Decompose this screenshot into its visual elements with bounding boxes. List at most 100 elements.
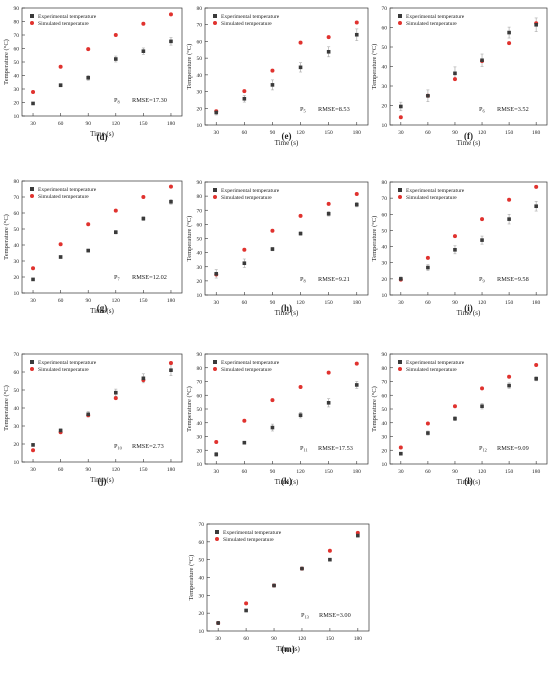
y-tick-label: 60 — [14, 47, 20, 53]
simulated-point — [507, 41, 512, 46]
simulated-point — [534, 363, 539, 367]
experimental-point — [356, 533, 360, 538]
panel-caption: (d) — [97, 132, 108, 142]
x-axis-label: Time (s) — [90, 476, 114, 484]
x-tick-label: 180 — [353, 300, 362, 306]
y-tick-label: 20 — [382, 277, 388, 283]
experimental-point — [354, 202, 359, 207]
x-axis-label: Time (s) — [275, 478, 299, 486]
x-tick-label: 180 — [167, 121, 176, 127]
parameter-annotation: P7 — [114, 274, 121, 282]
experimental-point — [507, 30, 511, 35]
legend-experimental-marker — [213, 360, 217, 364]
parameter-symbol: P — [300, 276, 304, 283]
experimental-point — [326, 401, 331, 405]
panel-caption: (h) — [281, 303, 292, 313]
x-tick-label: 90 — [85, 467, 91, 473]
legend-simulated-marker — [30, 367, 34, 371]
x-tick-label: 60 — [58, 298, 64, 304]
x-tick-label: 60 — [425, 300, 431, 306]
simulated-point — [327, 548, 332, 553]
simulated-point — [452, 77, 457, 82]
y-tick-label: 30 — [14, 424, 20, 430]
simulated-point — [425, 255, 430, 260]
y-tick-label: 40 — [197, 251, 203, 257]
parameter-subscript: 6 — [483, 109, 486, 114]
y-axis-label: Temperature (°C) — [186, 216, 193, 262]
y-tick-label: 60 — [14, 211, 20, 217]
legend-simulated-marker — [398, 367, 402, 371]
y-axis-label: Temperature (°C) — [371, 44, 378, 90]
experimental-point — [86, 248, 91, 253]
x-tick-label: 150 — [139, 121, 148, 127]
simulated-point — [354, 192, 359, 197]
y-tick-label: 70 — [197, 208, 203, 214]
y-tick-label: 20 — [14, 442, 20, 448]
x-tick-label: 150 — [325, 130, 334, 136]
y-tick-label: 60 — [14, 370, 20, 376]
simulated-point — [141, 195, 146, 199]
legend-experimental-marker — [398, 14, 402, 18]
x-axis-label: Time (s) — [275, 309, 299, 317]
y-tick-label: 90 — [197, 180, 203, 186]
y-tick-label: 80 — [382, 180, 388, 186]
simulated-point — [168, 12, 173, 17]
y-axis-label: Temperature (°C) — [371, 216, 378, 262]
simulated-point — [298, 40, 303, 45]
parameter-annotation: P8 — [114, 97, 120, 105]
y-tick-label: 10 — [14, 291, 20, 297]
legend-experimental-label: Experimental temperature — [221, 188, 280, 194]
x-tick-label: 150 — [139, 467, 148, 473]
simulated-point — [480, 386, 485, 391]
y-tick-label: 60 — [382, 393, 388, 399]
x-tick-label: 90 — [452, 300, 458, 306]
rmse-label: RMSE=8.53 — [318, 106, 350, 113]
rmse-label: RMSE=17.30 — [132, 97, 167, 104]
experimental-point — [354, 383, 359, 387]
experimental-point — [214, 272, 219, 276]
x-axis-label: Time (s) — [90, 130, 114, 138]
rmse-label: RMSE=3.00 — [319, 612, 351, 619]
simulated-point — [326, 370, 331, 375]
chart-panel: 10 20 30 40 50 60 70 30 60 90 120 150 180 Time (s) Tem… — [188, 522, 370, 654]
parameter-annotation: P5 — [300, 106, 306, 114]
experimental-point — [214, 452, 219, 457]
experimental-point — [31, 101, 35, 106]
x-tick-label: 120 — [112, 121, 121, 127]
y-tick-label: 40 — [199, 576, 205, 582]
x-tick-label: 180 — [532, 130, 541, 136]
simulated-point — [452, 234, 457, 239]
parameter-annotation: P9 — [479, 276, 485, 284]
simulated-point — [452, 404, 457, 409]
x-tick-label: 120 — [296, 469, 305, 475]
y-tick-label: 90 — [382, 352, 388, 358]
rmse-label: RMSE=9.58 — [497, 276, 529, 283]
y-tick-label: 80 — [197, 6, 203, 12]
simulated-point — [113, 208, 118, 213]
simulated-point — [168, 184, 173, 189]
legend-simulated-label: Simulated temperature — [406, 367, 457, 373]
legend-experimental-marker — [30, 360, 34, 364]
x-tick-label: 150 — [505, 300, 514, 306]
simulated-point — [298, 385, 303, 389]
x-axis-label: Time (s) — [457, 309, 481, 317]
x-tick-label: 120 — [478, 300, 487, 306]
x-tick-label: 120 — [296, 300, 305, 306]
simulated-point — [86, 222, 91, 227]
x-tick-label: 180 — [353, 469, 362, 475]
parameter-symbol: P — [479, 276, 483, 283]
panel-caption: (f) — [464, 131, 473, 141]
x-tick-label: 30 — [213, 130, 219, 136]
x-axis-label: Time (s) — [90, 307, 114, 315]
y-tick-label: 20 — [382, 104, 388, 110]
experimental-point — [141, 49, 146, 53]
legend-experimental-marker — [30, 14, 34, 18]
simulated-point — [242, 418, 247, 423]
legend-experimental-label: Experimental temperature — [38, 187, 97, 193]
experimental-point — [141, 376, 146, 381]
y-tick-label: 40 — [14, 406, 20, 412]
plot-frame — [204, 7, 369, 126]
y-tick-label: 40 — [197, 73, 203, 79]
y-tick-label: 40 — [197, 421, 203, 427]
y-tick-label: 70 — [382, 196, 388, 202]
